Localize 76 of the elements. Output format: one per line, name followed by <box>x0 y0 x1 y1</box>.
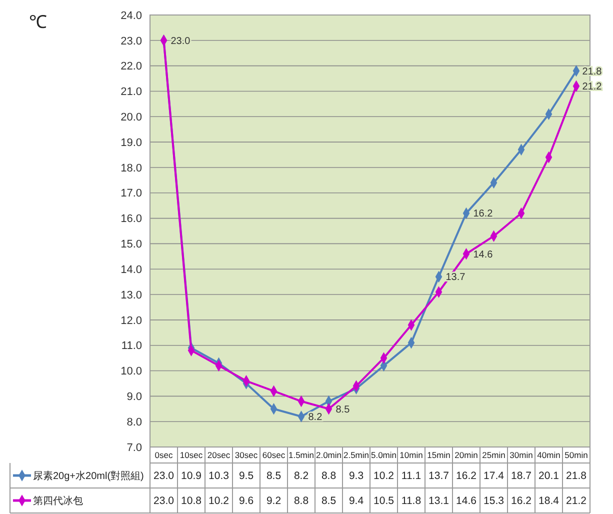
data-label: 9.2 <box>266 495 282 508</box>
y-tick-label: 9.0 <box>126 391 142 404</box>
legend-label: 尿素20g+水20ml(對照組) <box>33 470 144 482</box>
data-label: 10.2 <box>208 495 230 508</box>
data-label: 13.1 <box>428 495 450 508</box>
legend-label: 第四代冰包 <box>33 495 83 507</box>
y-tick-label: 22.0 <box>120 60 142 73</box>
y-tick-label: 12.0 <box>120 314 142 327</box>
data-label: 21.8 <box>566 470 587 482</box>
data-label: 9.3 <box>348 470 364 482</box>
x-tick-label: 20min <box>454 450 478 460</box>
data-label: 16.2 <box>456 470 477 482</box>
x-tick-label: 40min <box>537 450 561 460</box>
y-tick-label: 7.0 <box>126 442 142 454</box>
data-label: 21.2 <box>566 495 587 508</box>
y-tick-label: 8.0 <box>126 416 142 428</box>
data-label: 18.7 <box>511 470 532 482</box>
x-tick-label: 50min <box>564 450 588 460</box>
data-label: 10.9 <box>181 470 202 482</box>
y-tick-label: 16.0 <box>120 213 142 226</box>
data-label: 9.5 <box>238 470 254 482</box>
data-label: 8.8 <box>294 495 309 508</box>
data-label: 23.0 <box>154 470 174 482</box>
annotation: 23.0 <box>170 36 191 47</box>
x-tick-label: 0sec <box>154 450 174 460</box>
data-label: 8.8 <box>321 470 336 482</box>
annotation: 16.2 <box>473 208 494 220</box>
x-tick-label: 5.0min <box>370 450 397 460</box>
data-label: 8.2 <box>294 470 309 482</box>
data-label: 10.3 <box>208 470 230 482</box>
y-tick-label: 10.0 <box>120 366 142 378</box>
annotation: 8.5 <box>336 404 350 416</box>
annotation: 21.8 <box>582 66 602 78</box>
data-label: 17.4 <box>484 470 504 482</box>
data-label: 9.6 <box>238 495 254 508</box>
y-tick-label: 24.0 <box>120 10 142 22</box>
x-tick-label: 30min <box>510 450 534 460</box>
y-tick-label: 15.0 <box>120 238 142 251</box>
data-label: 10.8 <box>181 495 202 508</box>
x-tick-label: 2.0min <box>316 450 342 460</box>
y-tick-label: 18.0 <box>120 162 142 174</box>
x-tick-label: 30sec <box>234 450 258 460</box>
x-tick-label: 10sec <box>180 450 204 460</box>
data-label: 15.3 <box>484 495 504 508</box>
y-tick-label: 11.0 <box>121 340 142 352</box>
data-label: 13.7 <box>428 470 450 482</box>
data-label: 10.2 <box>374 470 394 482</box>
y-tick-label: 23.0 <box>120 35 142 48</box>
y-axis-title: ℃ <box>29 12 47 32</box>
x-tick-label: 20sec <box>207 450 231 460</box>
annotation: 14.6 <box>473 249 494 260</box>
y-tick-label: 20.0 <box>120 111 142 124</box>
data-label: 14.6 <box>456 495 477 508</box>
y-tick-label: 13.0 <box>120 289 142 302</box>
y-tick-label: 21.0 <box>120 86 142 98</box>
data-label: 16.2 <box>511 495 532 508</box>
data-label: 8.5 <box>266 470 282 482</box>
y-tick-label: 19.0 <box>120 136 142 149</box>
x-tick-label: 25min <box>482 450 506 460</box>
data-label: 8.5 <box>321 495 336 508</box>
data-label: 18.4 <box>538 495 560 508</box>
x-tick-label: 60sec <box>262 450 286 460</box>
data-label: 9.4 <box>348 495 364 508</box>
x-tick-label: 2.5min <box>343 450 370 460</box>
annotation: 21.2 <box>582 82 602 93</box>
x-tick-label: 1.5min <box>288 450 314 460</box>
x-tick-label: 10min <box>400 450 424 460</box>
data-label: 23.0 <box>154 495 174 508</box>
data-label: 10.5 <box>374 495 394 508</box>
x-tick-label: 15min <box>427 450 451 460</box>
data-label: 11.1 <box>401 470 422 482</box>
data-label: 11.8 <box>401 495 422 508</box>
y-tick-label: 14.0 <box>120 264 142 276</box>
y-tick-label: 17.0 <box>120 188 142 200</box>
annotation: 8.2 <box>308 412 323 424</box>
data-label: 20.1 <box>538 470 560 482</box>
